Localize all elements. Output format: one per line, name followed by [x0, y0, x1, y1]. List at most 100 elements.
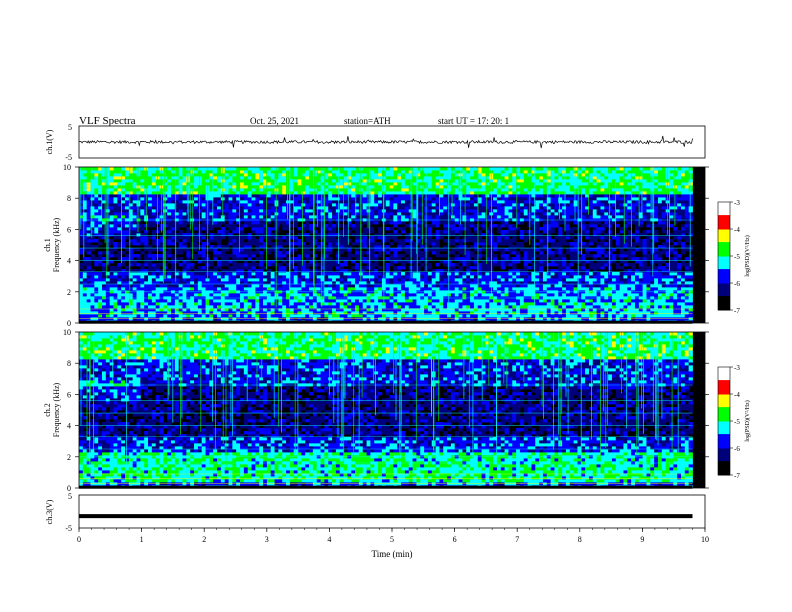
spectrogram-cell [343, 224, 348, 228]
spectrogram-cell [397, 248, 402, 252]
spectrogram-cell [343, 263, 348, 267]
spectrogram-cell [90, 293, 95, 297]
spectrogram-cell [125, 227, 130, 231]
spectrogram-cell [128, 278, 134, 282]
spectrogram-cell [420, 302, 425, 306]
spectrogram-cell [316, 287, 321, 291]
spectrogram-cell [209, 212, 214, 216]
spectrogram-cell [320, 275, 325, 279]
spectrogram-cell [289, 251, 295, 255]
spectrogram-cell [328, 269, 333, 273]
spectrogram-cell [217, 236, 222, 240]
spectrogram-cell [355, 209, 360, 213]
spectrogram-cell [220, 299, 226, 303]
spectrogram-cell [171, 224, 176, 228]
spectrogram-cell [286, 197, 291, 201]
spectrogram-cell [370, 302, 375, 306]
spectrogram-cell [94, 188, 99, 192]
spectrogram-cell [443, 293, 448, 297]
spectrogram-cell [90, 185, 95, 189]
spectrogram-cell [259, 299, 264, 303]
spectrogram-cell [201, 224, 206, 228]
spectrogram-cell [228, 227, 233, 231]
spectrogram-cell [197, 272, 203, 276]
spectrogram-cell [324, 317, 329, 321]
spectrogram-cell [90, 308, 95, 312]
spectrogram-cell [113, 311, 118, 315]
spectrogram-cell [435, 230, 440, 234]
spectrogram-cell [197, 251, 203, 255]
spectrogram-cell [140, 173, 145, 177]
spectrogram-cell [293, 221, 298, 225]
spectrogram-cell [266, 248, 272, 252]
spectrogram-cell [397, 260, 402, 264]
spectrogram-cell [470, 272, 475, 276]
spectrogram-cell [132, 197, 137, 201]
spectrogram-cell [447, 251, 452, 255]
spectrogram-cell [213, 275, 218, 279]
spectrogram-cell [443, 278, 448, 282]
spectrogram-cell [240, 209, 245, 213]
spectrogram-cell [374, 179, 379, 183]
spectrogram-cell [109, 239, 114, 243]
spectrogram-cell [171, 278, 176, 282]
spectrogram-cell [240, 242, 245, 246]
spectrogram-cell [251, 182, 256, 186]
spectrogram-cell [316, 242, 321, 246]
spectrogram-cell [266, 314, 272, 318]
spectrogram-cell [243, 188, 249, 192]
spectrogram-cell [132, 185, 137, 189]
spectrogram-cell [378, 242, 383, 246]
spectrogram-cell [102, 278, 107, 282]
spectrogram-cell [102, 263, 107, 267]
spectrogram-cell [381, 311, 387, 315]
spectrogram-cell [171, 185, 176, 189]
spectrogram-cell [397, 254, 402, 258]
spectrogram-cell [286, 236, 291, 240]
spectrogram-cell [343, 227, 348, 231]
spectrogram-cell [424, 278, 429, 282]
spectrogram-cell [140, 302, 145, 306]
spectrogram-cell [443, 305, 448, 309]
spectrogram-cell [305, 293, 310, 297]
spectrogram-cell [431, 200, 436, 204]
spectrogram-cell [389, 299, 394, 303]
spectrogram-cell [401, 314, 406, 318]
spectrogram-cell [232, 272, 237, 276]
spectrogram-cell [351, 200, 356, 204]
spectrogram-cell [466, 278, 471, 282]
spectrogram-cell [213, 248, 218, 252]
spectrogram-cell [454, 182, 459, 186]
spectrogram-cell [435, 245, 440, 249]
spectrogram-cell [167, 233, 172, 237]
spectrogram-cell [178, 179, 183, 183]
spectrogram-cell [182, 242, 187, 246]
spectrogram-cell [228, 206, 233, 210]
spectrogram-cell [205, 314, 210, 318]
spectrogram-cell [289, 191, 295, 195]
spectrogram-cell [309, 170, 314, 174]
spectrogram-cell [140, 182, 145, 186]
spectrogram-cell [228, 215, 233, 219]
spectrogram-cell [389, 278, 394, 282]
spectrogram-cell [397, 233, 402, 237]
spectrogram-cell [113, 248, 118, 252]
spectrogram-cell [404, 194, 410, 198]
spectrogram-cell [312, 206, 318, 210]
spectrogram-cell [477, 233, 482, 237]
spectrogram-cell [255, 317, 260, 321]
spectrogram-cell [439, 209, 444, 213]
spectrogram-cell [232, 257, 237, 261]
spectrogram-cell [477, 215, 482, 219]
spectrogram-cell [259, 302, 264, 306]
spectrogram-cell [282, 188, 287, 192]
spectrogram-cell [328, 302, 333, 306]
spectrogram-cell [213, 281, 218, 285]
spectrogram-cell [201, 233, 206, 237]
spectrogram-cell [98, 305, 103, 309]
spectrogram-cell [128, 239, 134, 243]
spectrogram-cell [94, 230, 99, 234]
spectrogram-cell [339, 179, 344, 183]
spectrogram-cell [121, 206, 126, 210]
spectrogram-cell [374, 260, 379, 264]
